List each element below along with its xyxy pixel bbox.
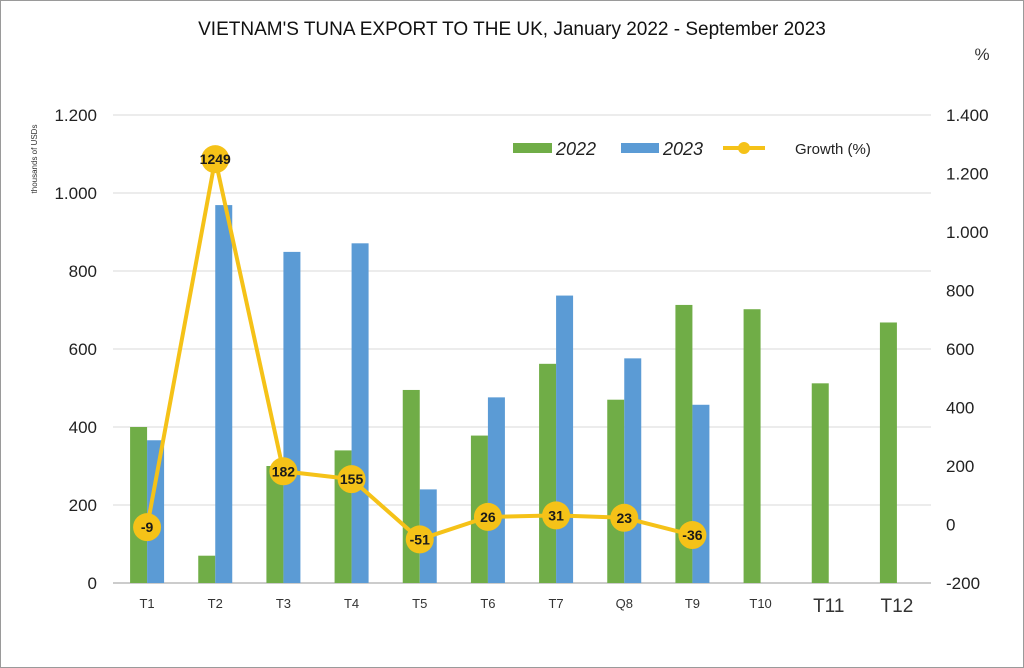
growth-point <box>542 501 571 530</box>
bar-2022-T2 <box>198 555 216 583</box>
y2-axis-unit: % <box>974 45 989 64</box>
growth-data-label: 155 <box>340 471 364 487</box>
axis-ticks: 0 200 400 600 800 1.000 1.200 -200 0 200 400 600 800… <box>54 106 988 617</box>
y-axis-label: thousands of USDs <box>30 125 39 194</box>
bar-2022-T12 <box>879 322 897 583</box>
legend-label-2022: 2022 <box>555 139 596 159</box>
y2-tick-label: 400 <box>946 399 974 418</box>
y-tick-label: 1.200 <box>54 106 97 125</box>
growth-point <box>201 145 230 174</box>
bar-2023-T2 <box>215 205 233 583</box>
bar-2023-T1 <box>147 440 165 583</box>
x-tick-label: T7 <box>548 596 563 611</box>
gridlines <box>113 114 931 584</box>
growth-data-label: 1249 <box>200 151 231 167</box>
legend-label-growth: Growth (%) <box>795 141 871 158</box>
chart-title: VIETNAM'S TUNA EXPORT TO THE UK, January… <box>198 19 826 40</box>
y2-tick-label: -200 <box>946 574 980 593</box>
bar-2023-T7 <box>556 295 574 583</box>
bar-2022-T3 <box>266 466 284 583</box>
growth-point <box>473 502 502 531</box>
y-tick-label: 400 <box>69 418 97 437</box>
y-tick-label: 800 <box>69 262 97 281</box>
y-tick-label: 200 <box>69 496 97 515</box>
legend-swatch-2022 <box>513 143 552 153</box>
bar-2023-T6 <box>487 397 505 583</box>
x-tick-label: T1 <box>139 596 154 611</box>
x-tick-label: T5 <box>412 596 427 611</box>
bar-2022-T10 <box>743 309 761 583</box>
y-tick-label: 600 <box>69 340 97 359</box>
bars <box>130 205 897 583</box>
x-tick-label: T9 <box>685 596 700 611</box>
legend-label-2023: 2023 <box>662 139 703 159</box>
x-tick-label: T11 <box>813 596 844 617</box>
bar-2022-T7 <box>539 363 557 583</box>
growth-data-label: -9 <box>141 519 154 535</box>
y2-tick-label: 800 <box>946 282 974 301</box>
growth-point <box>269 457 298 486</box>
y-tick-label: 1.000 <box>54 184 97 203</box>
legend: 2022 2023 Growth (%) <box>513 139 871 159</box>
bar-2023-Q8 <box>624 358 642 583</box>
x-tick-label: T10 <box>749 596 771 611</box>
y-tick-label: 0 <box>88 574 97 593</box>
x-tick-label: T6 <box>480 596 495 611</box>
growth-data-label: -51 <box>410 531 430 547</box>
legend-marker-growth <box>738 142 750 154</box>
growth-point <box>405 525 434 554</box>
growth-point <box>610 503 639 532</box>
legend-swatch-2023 <box>621 143 659 153</box>
growth-data-label: 23 <box>616 510 632 526</box>
y2-tick-label: 1.000 <box>946 223 989 242</box>
bar-2022-T5 <box>402 389 420 583</box>
x-tick-label: T3 <box>276 596 291 611</box>
bar-2022-T1 <box>130 427 148 583</box>
bar-2023-T3 <box>283 251 301 583</box>
bar-2022-T11 <box>811 383 829 583</box>
bar-2023-T4 <box>351 243 369 583</box>
x-tick-label: T12 <box>881 596 914 617</box>
growth-data-label: 182 <box>272 463 296 479</box>
growth-point <box>133 513 162 542</box>
x-tick-label: Q8 <box>616 596 633 611</box>
y2-tick-label: 600 <box>946 340 974 359</box>
y2-tick-label: 1.400 <box>946 106 989 125</box>
growth-point <box>337 465 366 494</box>
y2-tick-label: 1.200 <box>946 165 989 184</box>
growth-point <box>678 521 707 550</box>
growth-line: -9 1249 182 155 -51 26 31 23 -36 <box>133 145 707 554</box>
growth-data-label: -36 <box>682 527 702 543</box>
bar-2022-T9 <box>675 304 693 583</box>
growth-data-label: 26 <box>480 509 496 525</box>
y2-tick-label: 0 <box>946 516 955 535</box>
x-tick-label: T4 <box>344 596 359 611</box>
growth-data-label: 31 <box>548 507 564 523</box>
y2-tick-label: 200 <box>946 457 974 476</box>
x-tick-label: T2 <box>208 596 223 611</box>
bar-2023-T9 <box>692 404 710 583</box>
bar-2022-Q8 <box>607 399 625 583</box>
